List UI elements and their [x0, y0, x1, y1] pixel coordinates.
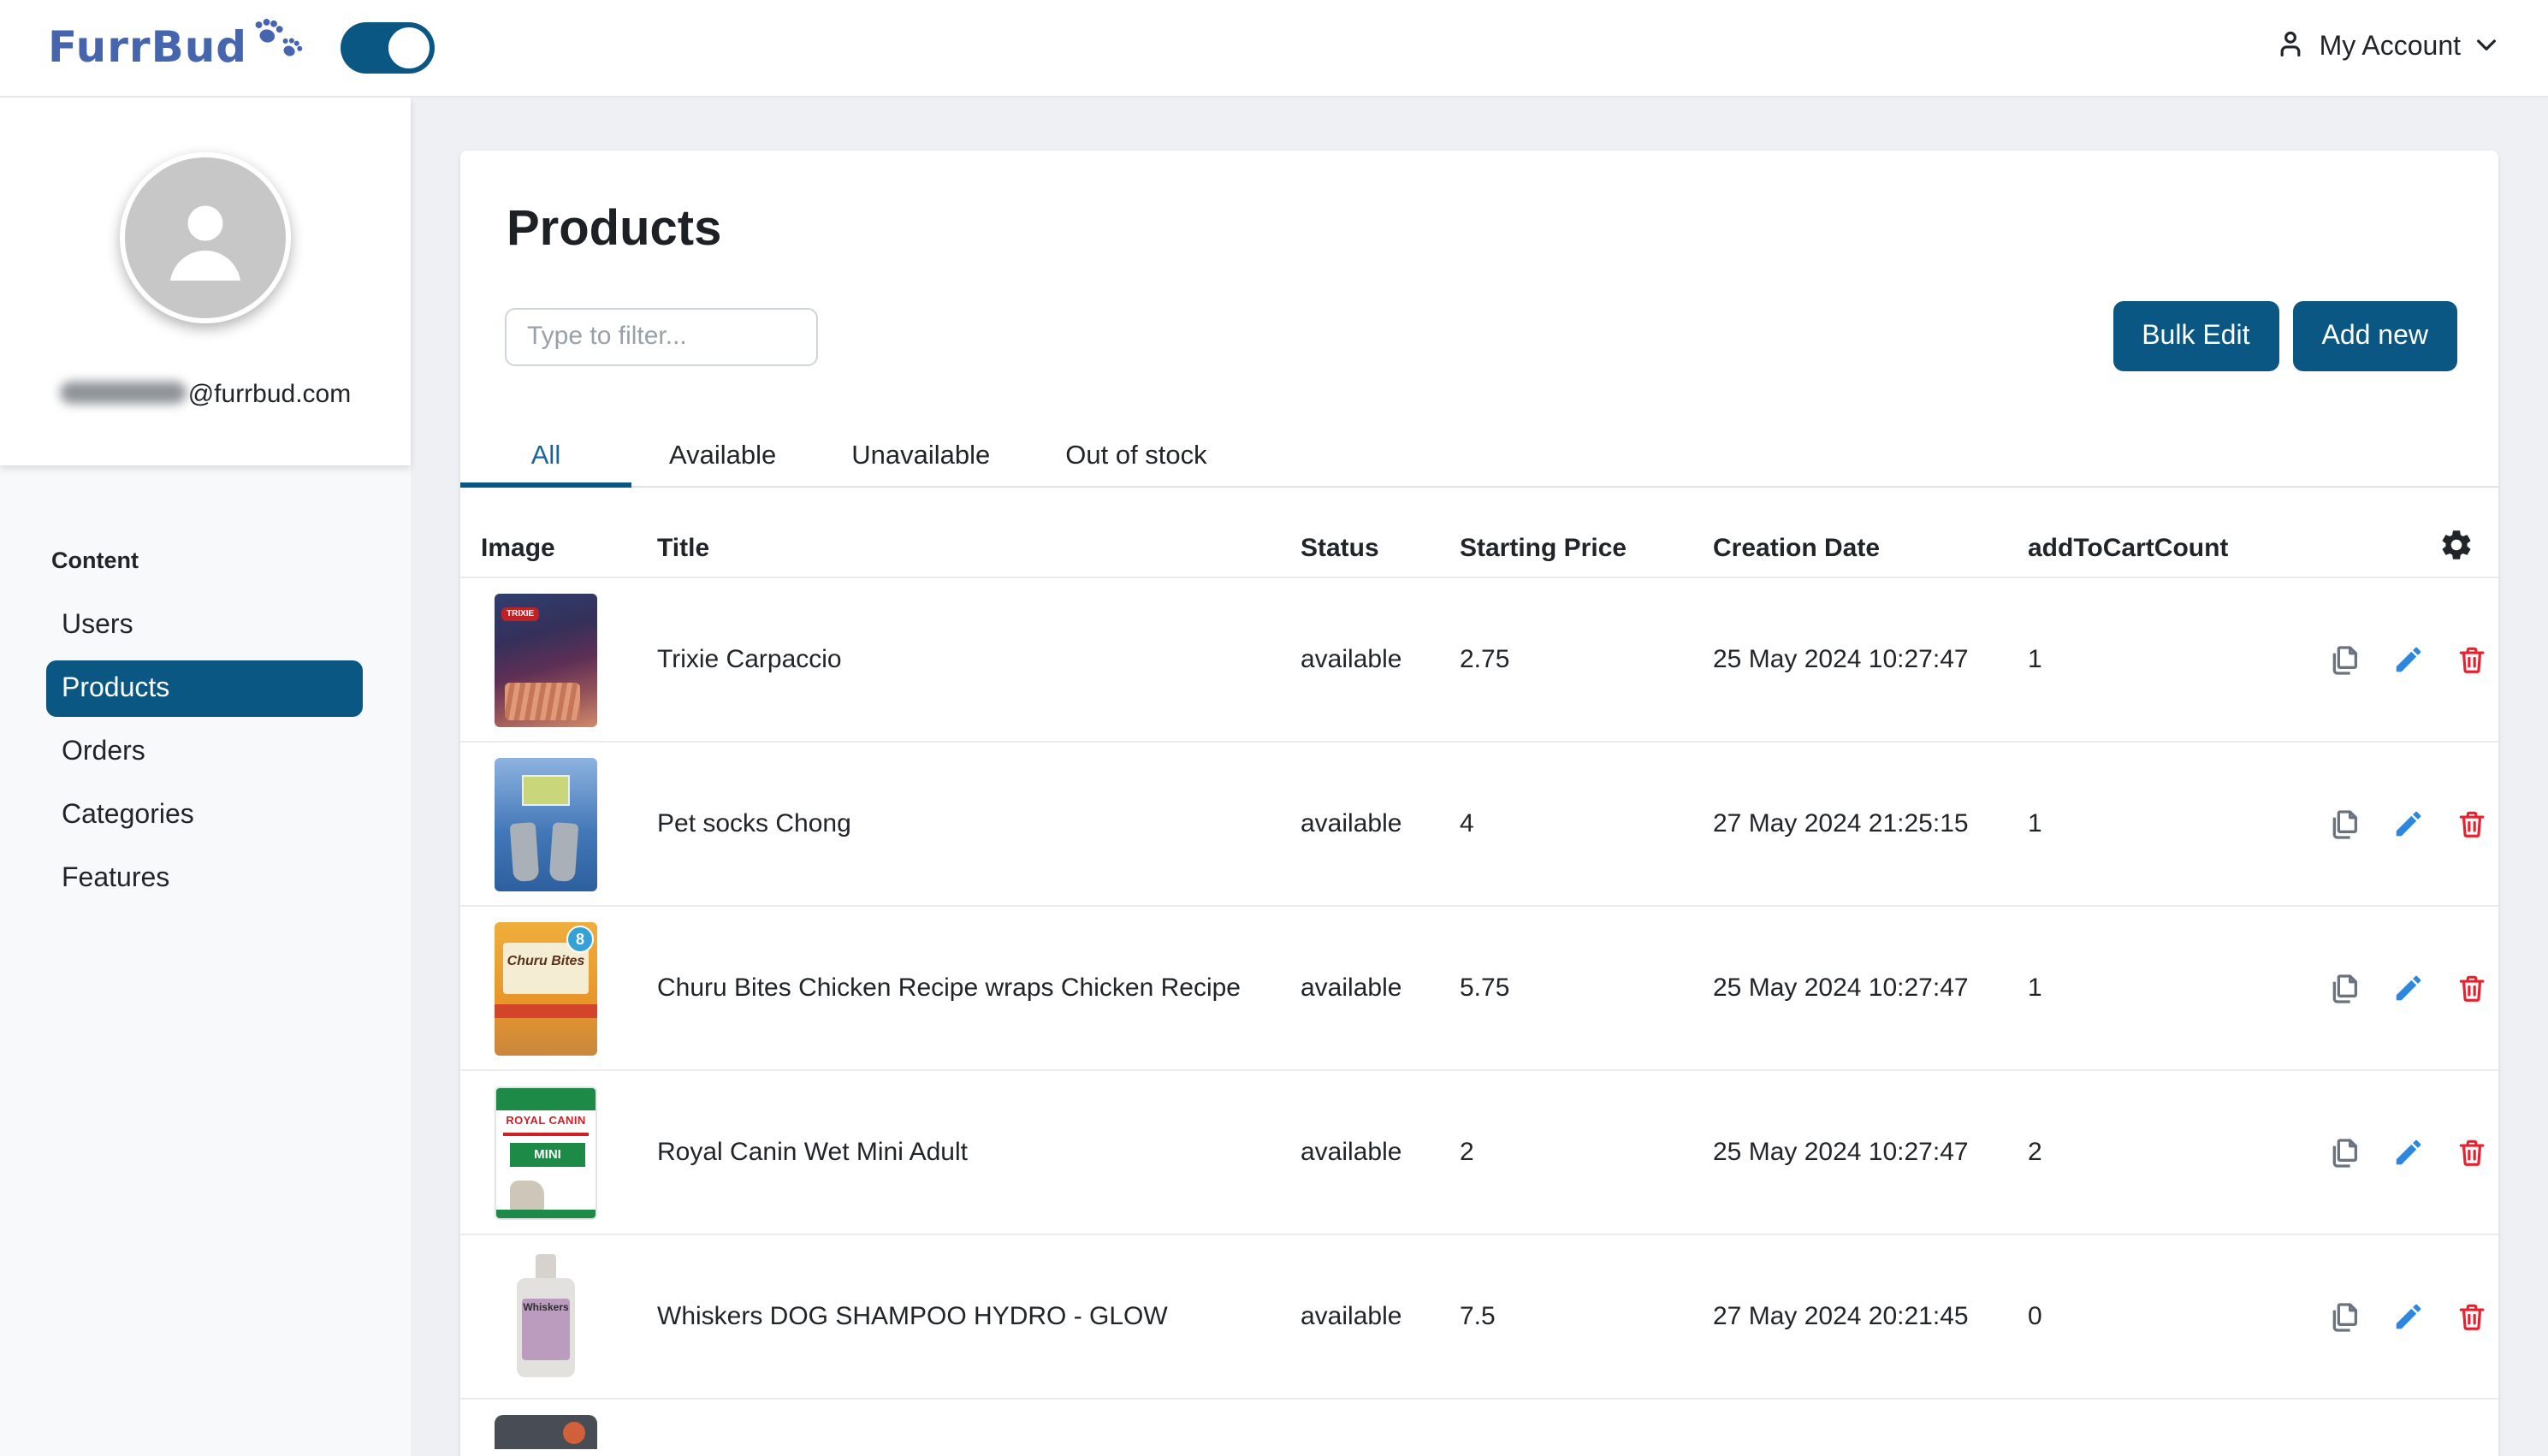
table-header-row: Image Title Status Starting Price Creati…	[460, 518, 2498, 577]
furrbud-logo[interactable]: FurrBud	[48, 19, 309, 75]
person-icon	[2275, 27, 2308, 68]
redacted-email-name	[59, 382, 187, 404]
product-image	[495, 757, 597, 891]
edit-button[interactable]	[2392, 808, 2425, 840]
table-row-partial	[460, 1398, 2498, 1449]
product-creation-date: 27 May 2024 21:25:15	[1713, 809, 1969, 838]
avatar	[120, 152, 291, 323]
product-title: Trixie Carpaccio	[657, 645, 842, 674]
table-settings-gear-icon[interactable]	[2438, 526, 2474, 569]
duplicate-button[interactable]	[2327, 807, 2361, 841]
product-add-to-cart-count: 1	[2028, 974, 2042, 1003]
edit-button[interactable]	[2392, 972, 2425, 1004]
table-row: TRIXIE Trixie Carpaccio available 2.75 2…	[460, 577, 2498, 741]
duplicate-button[interactable]	[2327, 1299, 2361, 1334]
product-add-to-cart-count: 2	[2028, 1138, 2042, 1167]
product-title: Royal Canin Wet Mini Adult	[657, 1138, 968, 1167]
product-status: available	[1301, 974, 1402, 1003]
product-starting-price: 4	[1460, 809, 1474, 838]
table-row: Churu Bites 8 Churu Bites Chicken Recipe…	[460, 905, 2498, 1069]
column-header-starting-price: Starting Price	[1460, 533, 1627, 562]
delete-button[interactable]	[2456, 808, 2488, 840]
edit-button[interactable]	[2392, 1136, 2425, 1169]
chevron-down-icon	[2473, 30, 2500, 66]
column-header-creation-date: Creation Date	[1713, 533, 1881, 562]
product-starting-price: 5.75	[1460, 974, 1510, 1003]
profile-card: @furrbud.com	[0, 98, 411, 465]
table-row: ROYAL CANIN MINI Royal Canin Wet Mini Ad…	[460, 1069, 2498, 1234]
column-header-title: Title	[657, 533, 710, 562]
paw-prints-icon	[251, 14, 309, 65]
tab-unavailable[interactable]: Unavailable	[851, 441, 991, 471]
nav-section-heading: Content	[51, 547, 139, 573]
duplicate-button[interactable]	[2327, 971, 2361, 1005]
product-creation-date: 25 May 2024 10:27:47	[1713, 1138, 1969, 1167]
delete-button[interactable]	[2456, 643, 2488, 676]
edit-button[interactable]	[2392, 1300, 2425, 1333]
avatar-person-icon	[170, 205, 240, 281]
sidebar: @furrbud.com Content Users Products Orde…	[0, 98, 411, 1456]
sidebar-item-users[interactable]: Users	[62, 611, 133, 640]
delete-button[interactable]	[2456, 1136, 2488, 1169]
edit-button[interactable]	[2392, 643, 2425, 676]
duplicate-button[interactable]	[2327, 1135, 2361, 1169]
logo-text: FurrBud	[48, 22, 248, 72]
duplicate-button[interactable]	[2327, 642, 2361, 677]
tab-out-of-stock[interactable]: Out of stock	[1065, 441, 1207, 471]
pack-count-badge: 8	[566, 925, 594, 952]
product-title: Pet socks Chong	[657, 809, 851, 838]
product-creation-date: 25 May 2024 10:27:47	[1713, 974, 1969, 1003]
product-starting-price: 7.5	[1460, 1302, 1496, 1331]
product-creation-date: 25 May 2024 10:27:47	[1713, 645, 1969, 674]
toggle-knob	[384, 24, 433, 72]
sidebar-item-orders[interactable]: Orders	[62, 737, 145, 766]
product-add-to-cart-count: 0	[2028, 1302, 2042, 1331]
top-bar: FurrBud My	[0, 0, 2548, 98]
my-account-menu[interactable]: My Account	[2275, 27, 2500, 68]
product-image: ROYAL CANIN MINI	[495, 1086, 597, 1219]
status-tabs: All Available Unavailable Out of stock	[460, 428, 2498, 488]
user-email: @furrbud.com	[0, 380, 411, 409]
delete-button[interactable]	[2456, 1300, 2488, 1333]
my-account-label: My Account	[2319, 33, 2461, 62]
product-status: available	[1301, 1138, 1402, 1167]
product-title: Churu Bites Chicken Recipe wraps Chicken…	[657, 974, 1241, 1003]
product-creation-date: 27 May 2024 20:21:45	[1713, 1302, 1969, 1331]
table-row: Whiskers Whiskers DOG SHAMPOO HYDRO - GL…	[460, 1234, 2498, 1398]
product-add-to-cart-count: 1	[2028, 645, 2042, 674]
sidebar-item-products[interactable]: Products	[46, 660, 363, 717]
product-status: available	[1301, 1302, 1402, 1331]
product-image: TRIXIE	[495, 593, 597, 726]
page-title: Products	[507, 202, 722, 257]
delete-button[interactable]	[2456, 972, 2488, 1004]
product-image	[495, 1415, 597, 1449]
product-image: Whiskers	[495, 1250, 597, 1383]
product-title: Whiskers DOG SHAMPOO HYDRO - GLOW	[657, 1302, 1168, 1331]
products-card: Products Bulk Edit Add new All Available…	[460, 151, 2498, 1456]
product-image: Churu Bites 8	[495, 921, 597, 1055]
tab-available[interactable]: Available	[669, 441, 777, 471]
theme-toggle[interactable]	[340, 22, 435, 74]
column-header-image: Image	[481, 533, 555, 562]
bulk-edit-button[interactable]: Bulk Edit	[2112, 301, 2279, 371]
column-header-add-to-cart-count: addToCartCount	[2028, 533, 2229, 562]
product-starting-price: 2	[1460, 1138, 1474, 1167]
sidebar-nav: Content Users Products Orders Categories…	[0, 465, 411, 907]
filter-input[interactable]	[505, 307, 818, 365]
main-content: Products Bulk Edit Add new All Available…	[411, 98, 2548, 1456]
products-table: Image Title Status Starting Price Creati…	[460, 518, 2498, 1449]
toolbar: Bulk Edit Add new	[505, 301, 2457, 371]
tab-all[interactable]: All	[460, 428, 631, 488]
sidebar-item-features[interactable]: Features	[62, 864, 170, 893]
table-row: Pet socks Chong available 4 27 May 2024 …	[460, 741, 2498, 905]
column-header-status: Status	[1301, 533, 1379, 562]
add-new-button[interactable]: Add new	[2292, 301, 2457, 371]
sidebar-item-categories[interactable]: Categories	[62, 801, 194, 830]
product-status: available	[1301, 645, 1402, 674]
product-add-to-cart-count: 1	[2028, 809, 2042, 838]
product-starting-price: 2.75	[1460, 645, 1510, 674]
product-status: available	[1301, 809, 1402, 838]
